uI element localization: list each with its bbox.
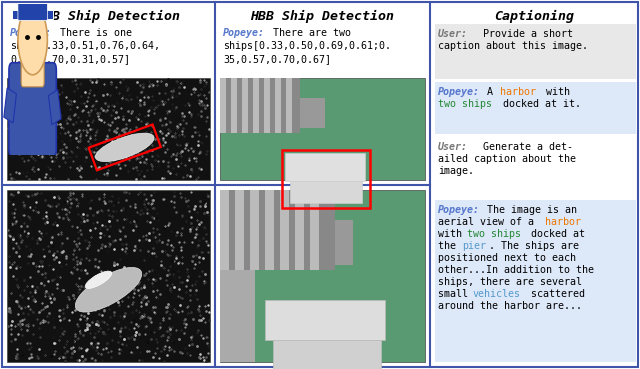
Text: docked at it.: docked at it. <box>497 99 581 109</box>
Text: 35,0.57,0.70,0.67]: 35,0.57,0.70,0.67] <box>223 54 331 64</box>
Text: pier: pier <box>462 241 486 251</box>
Bar <box>4 88 17 123</box>
Bar <box>250 190 259 270</box>
Bar <box>7 190 210 362</box>
Bar <box>264 78 270 133</box>
Text: small: small <box>438 289 474 299</box>
Text: scattered: scattered <box>525 289 585 299</box>
Text: Provide a short: Provide a short <box>471 29 573 39</box>
Circle shape <box>18 5 47 75</box>
Bar <box>220 190 425 362</box>
Bar <box>220 78 425 180</box>
Text: vehicles: vehicles <box>473 289 521 299</box>
Text: with: with <box>540 87 570 97</box>
Text: caption about this image.: caption about this image. <box>438 41 588 51</box>
Text: ailed caption about the: ailed caption about the <box>438 154 576 164</box>
Text: Popeye:: Popeye: <box>438 87 480 97</box>
Text: Captioning: Captioning <box>494 10 574 23</box>
Text: A: A <box>487 87 499 97</box>
Text: User:: User: <box>438 142 468 152</box>
Bar <box>280 190 289 270</box>
Bar <box>273 340 381 369</box>
Bar <box>220 78 226 133</box>
Text: docked at: docked at <box>525 229 585 239</box>
Bar <box>285 153 365 181</box>
Bar <box>265 300 385 340</box>
Text: There are two: There are two <box>273 28 351 38</box>
Bar <box>300 98 325 128</box>
Bar <box>220 190 229 270</box>
Bar <box>435 200 636 362</box>
Text: ships[0.33,0.50,0.69,0.61;0.: ships[0.33,0.50,0.69,0.61;0. <box>223 41 391 51</box>
Bar <box>295 190 304 270</box>
Text: two ships: two ships <box>438 99 492 109</box>
Text: the: the <box>438 241 462 251</box>
Text: 0.74,0.70,0.31,0.57]: 0.74,0.70,0.31,0.57] <box>10 54 130 64</box>
Text: ships, there are several: ships, there are several <box>438 277 582 287</box>
FancyBboxPatch shape <box>18 3 47 20</box>
Text: positioned next to each: positioned next to each <box>438 253 576 263</box>
FancyBboxPatch shape <box>21 51 44 87</box>
Bar <box>435 82 636 134</box>
Text: Popeye:: Popeye: <box>438 205 480 215</box>
Bar <box>12 10 53 19</box>
Ellipse shape <box>76 268 141 312</box>
Bar <box>220 190 335 270</box>
Text: around the harbor are...: around the harbor are... <box>438 301 582 311</box>
Text: Popeye:: Popeye: <box>223 28 265 38</box>
Bar <box>7 78 210 180</box>
Text: HBB Ship Detection: HBB Ship Detection <box>250 10 394 23</box>
Bar <box>220 270 255 362</box>
Bar <box>220 78 300 133</box>
Text: The image is an: The image is an <box>487 205 577 215</box>
Ellipse shape <box>85 271 112 289</box>
Bar <box>282 150 370 208</box>
Text: Popeye:: Popeye: <box>10 28 52 38</box>
Text: Generate a det-: Generate a det- <box>471 142 573 152</box>
Bar <box>242 78 248 133</box>
Bar <box>435 137 636 197</box>
Bar <box>290 181 362 203</box>
FancyBboxPatch shape <box>9 63 56 156</box>
Text: harbor: harbor <box>545 217 581 227</box>
Text: OBB Ship Detection: OBB Ship Detection <box>36 10 180 23</box>
Text: image.: image. <box>438 166 474 176</box>
Text: User:: User: <box>438 29 468 39</box>
Text: harbor: harbor <box>500 87 536 97</box>
Text: There is one: There is one <box>60 28 132 38</box>
Text: . The ships are: . The ships are <box>489 241 579 251</box>
Text: with: with <box>438 229 468 239</box>
Bar <box>310 190 319 270</box>
Text: aerial view of a: aerial view of a <box>438 217 540 227</box>
Bar <box>253 78 259 133</box>
Ellipse shape <box>95 133 154 162</box>
Bar <box>49 90 61 125</box>
Bar <box>335 220 353 265</box>
Bar <box>286 78 292 133</box>
Bar <box>235 190 244 270</box>
Bar <box>435 24 636 79</box>
Text: ship[0.33,0.51,0.76,0.64,: ship[0.33,0.51,0.76,0.64, <box>10 41 160 51</box>
Text: other...In addition to the: other...In addition to the <box>438 265 594 275</box>
Bar <box>265 190 274 270</box>
Bar <box>231 78 237 133</box>
Bar <box>275 78 281 133</box>
Text: two ships: two ships <box>467 229 521 239</box>
